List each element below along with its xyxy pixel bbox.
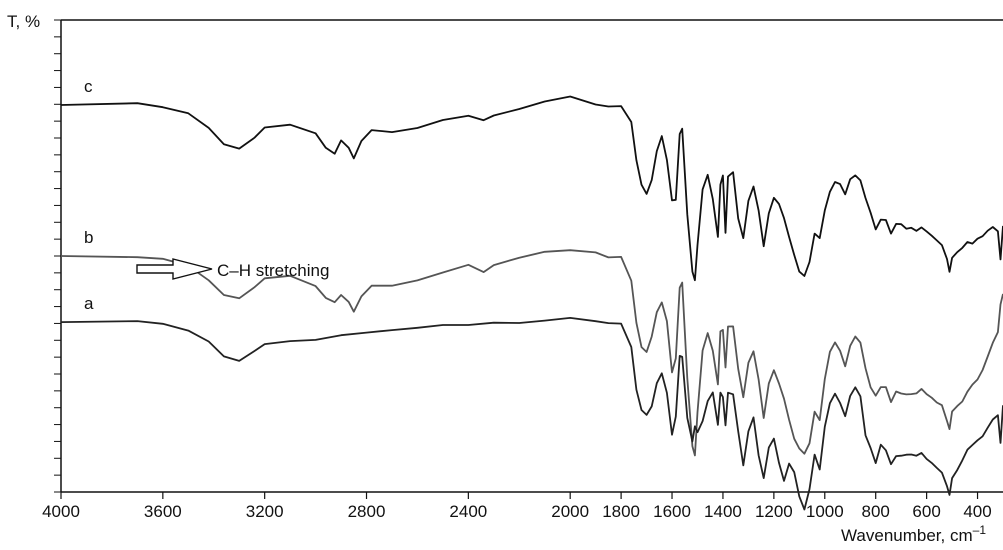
series-line-c <box>60 95 1003 282</box>
y-minor-ticks <box>54 19 61 493</box>
x-tick-label: 2800 <box>348 502 386 521</box>
x-tick-label: 400 <box>963 502 991 521</box>
x-ticks: 4000 3600 3200 2800 2400 2000 1800 1600 1400 1200… <box>42 492 992 521</box>
series-label-b: b <box>84 228 93 247</box>
x-tick-label: 2400 <box>449 502 487 521</box>
axes: 4000 3600 3200 2800 2400 2000 1800 1600 1400 1200… <box>42 19 1003 521</box>
y-axis-label: T, % <box>7 12 40 31</box>
series-label-a: a <box>84 294 94 313</box>
x-tick-label: 4000 <box>42 502 80 521</box>
annotation-arrow-icon <box>136 258 213 280</box>
x-tick-label: 2000 <box>551 502 589 521</box>
x-axis-label-text: Wavenumber, cm <box>841 526 973 545</box>
x-tick-label: 1000 <box>806 502 844 521</box>
x-tick-label: 3200 <box>246 502 284 521</box>
x-tick-label: 1400 <box>704 502 742 521</box>
x-tick-label: 600 <box>912 502 940 521</box>
x-tick-label: 1800 <box>602 502 640 521</box>
series-line-a <box>60 316 1003 511</box>
annotation-text: C–H stretching <box>217 261 329 280</box>
series-line-b <box>60 249 1003 457</box>
x-axis-label: Wavenumber, cm–1 <box>841 523 986 545</box>
x-tick-label: 800 <box>862 502 890 521</box>
x-tick-label: 1600 <box>653 502 691 521</box>
annotation: C–H stretching <box>136 258 329 280</box>
series-layer: c b a <box>60 77 1003 511</box>
x-axis-label-exponent: –1 <box>973 523 987 537</box>
x-tick-label: 1200 <box>755 502 793 521</box>
x-tick-label: 3600 <box>144 502 182 521</box>
series-label-c: c <box>84 77 93 96</box>
